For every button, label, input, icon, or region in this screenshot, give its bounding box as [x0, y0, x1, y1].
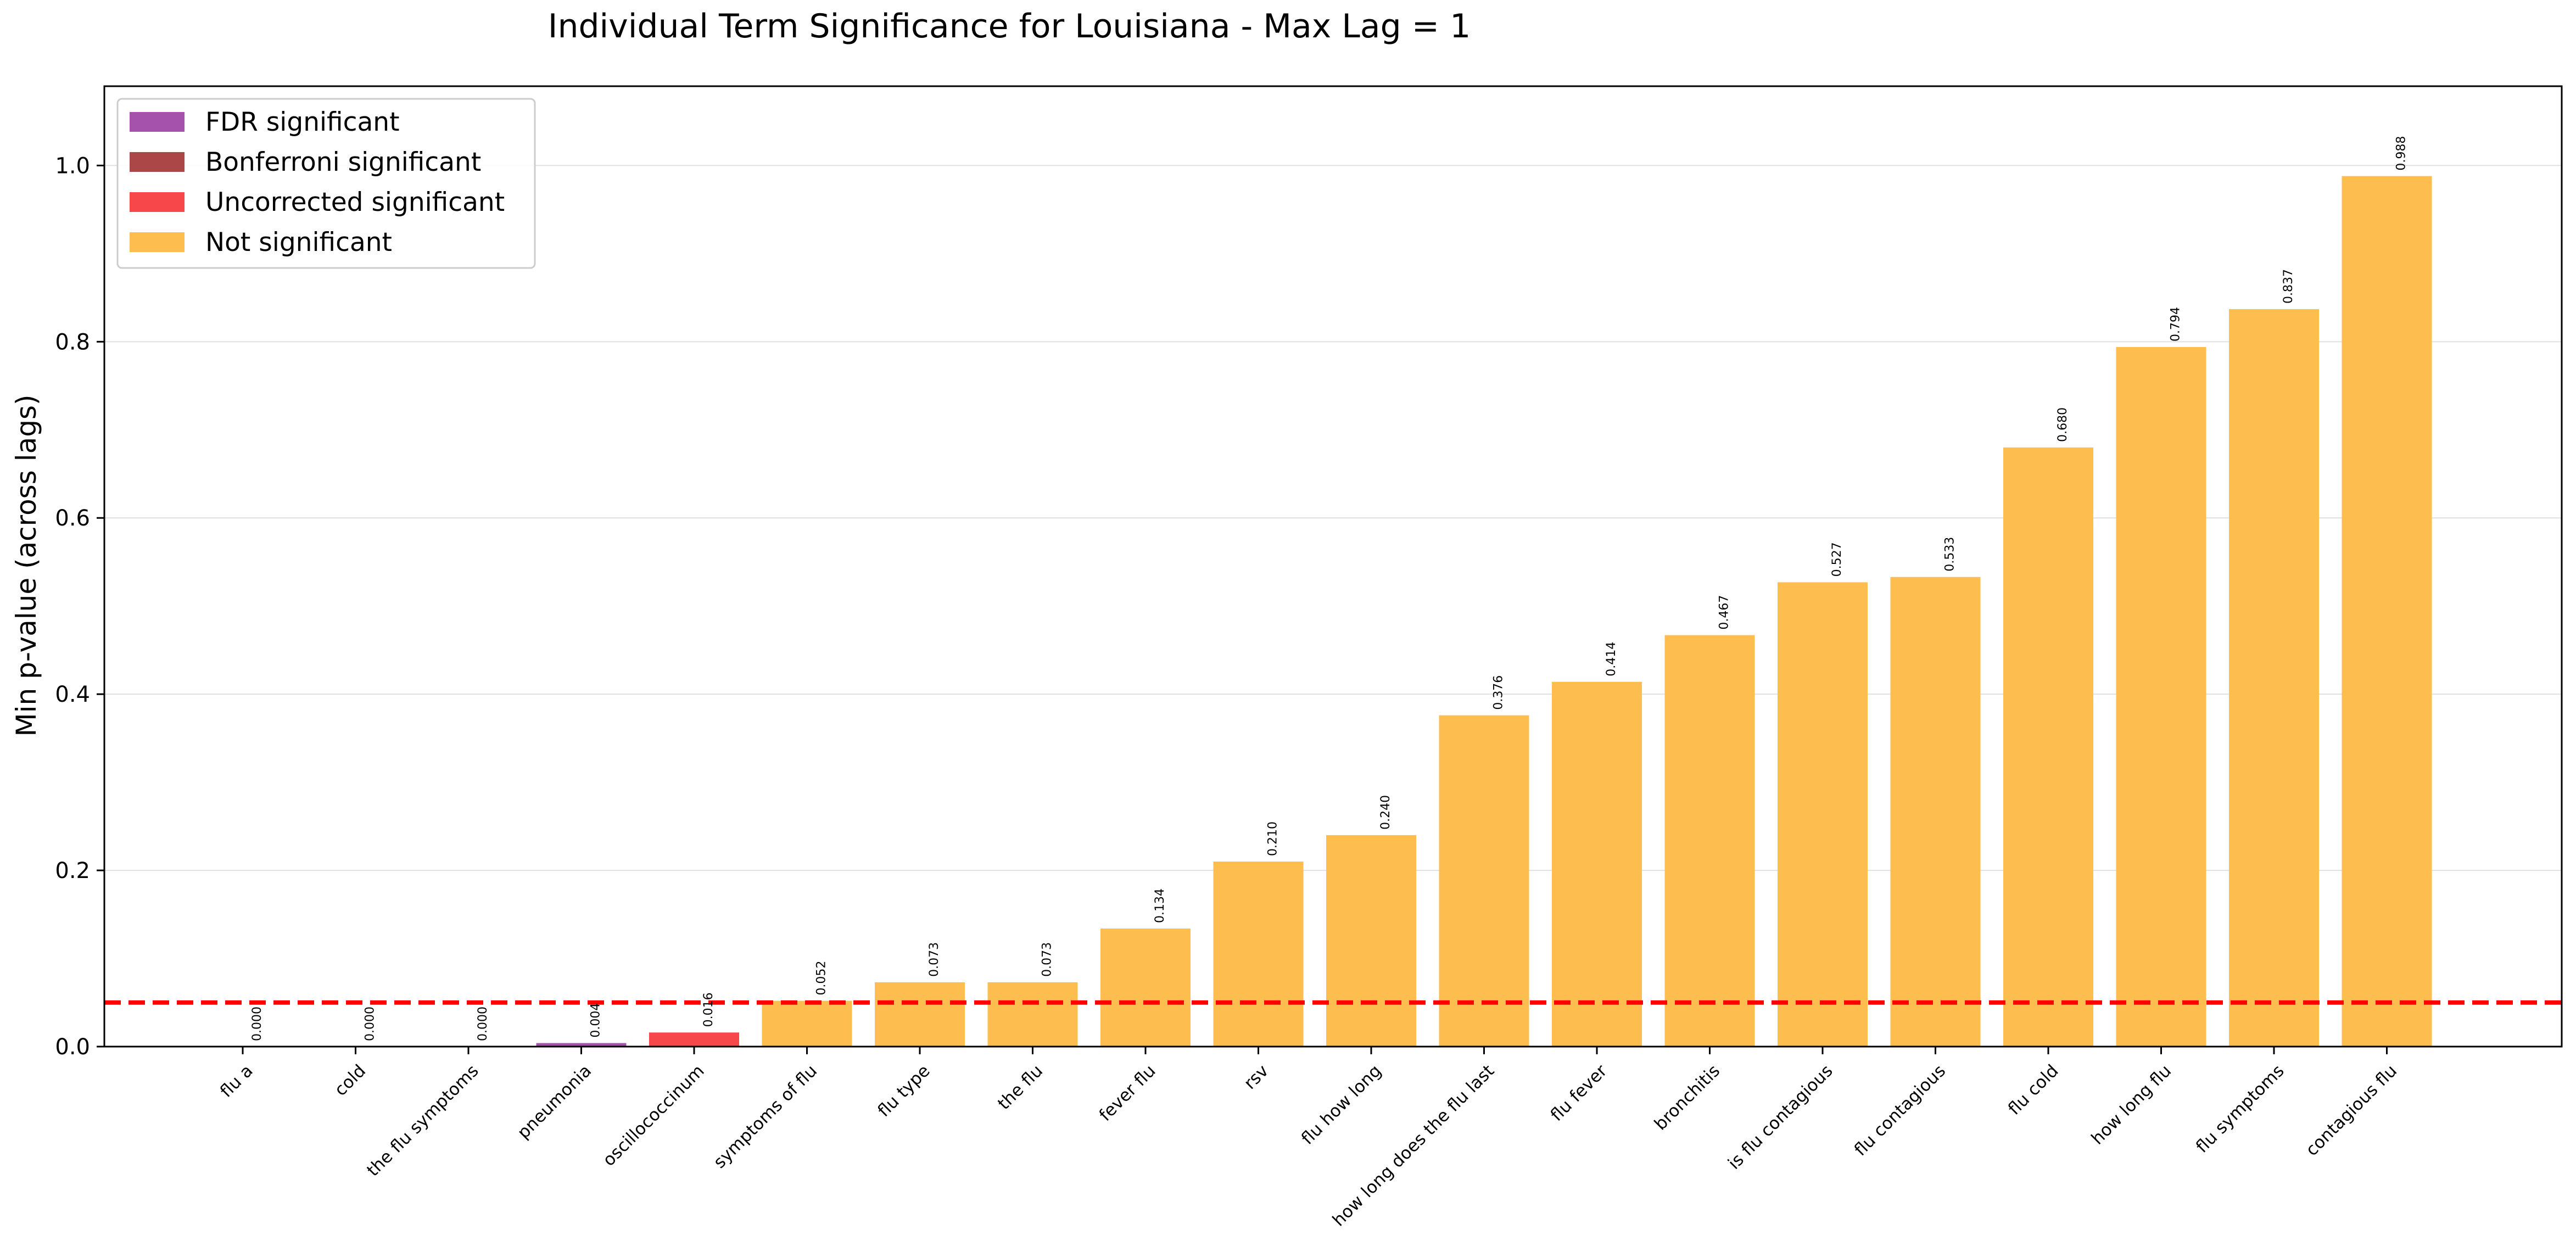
value-label: 0.414 [1605, 642, 1618, 676]
y-axis-ticks: 0.0 0.2 0.4 0.6 0.8 1.0 [55, 153, 104, 1060]
value-label: 0.000 [364, 1007, 377, 1041]
bar [649, 1032, 739, 1047]
plot-frame [103, 85, 2563, 1048]
legend-swatch [130, 192, 185, 212]
y-tick-label: 0.4 [55, 682, 90, 707]
legend: FDR significant Bonferroni significant Unc… [116, 98, 536, 269]
y-tick-label: 0.0 [55, 1035, 90, 1060]
value-label: 0.837 [2282, 269, 2295, 304]
value-label: 0.533 [1943, 537, 1957, 572]
value-label: 0.073 [927, 942, 941, 977]
bar [1326, 835, 1416, 1047]
legend-label: Not significant [205, 227, 392, 258]
bar [2342, 176, 2432, 1047]
legend-label: FDR significant [205, 107, 400, 137]
value-label: 0.680 [2056, 407, 2070, 442]
value-labels: 0.000 0.000 0.000 0.004 0.016 0.052 0.073 0.073… [250, 136, 2409, 1041]
value-label: 0.376 [1492, 675, 1506, 710]
value-label: 0.988 [2395, 136, 2409, 171]
y-axis-label: Min p-value (across lags) [10, 394, 42, 736]
bar [1890, 577, 1981, 1047]
y-tick-label: 0.8 [55, 329, 90, 355]
legend-swatch [130, 112, 185, 132]
value-label: 0.000 [476, 1007, 490, 1041]
value-label: 0.210 [1266, 821, 1280, 856]
bar [1213, 862, 1304, 1047]
bar [1439, 715, 1529, 1047]
chart-title: Individual Term Significance for Louisia… [548, 7, 1471, 46]
bars [536, 176, 2432, 1047]
legend-swatch [130, 232, 185, 252]
value-label: 0.467 [1718, 595, 1731, 630]
bar [987, 982, 1078, 1047]
legend-label: Uncorrected significant [205, 187, 505, 217]
bar [762, 1000, 852, 1047]
bar [875, 982, 965, 1047]
bar [2116, 346, 2206, 1047]
value-label: 0.073 [1041, 942, 1054, 977]
bar [536, 1043, 627, 1047]
value-label: 0.240 [1379, 795, 1393, 830]
y-tick-label: 1.0 [55, 153, 90, 178]
bar [1552, 681, 1642, 1047]
value-label: 0.000 [250, 1007, 264, 1041]
bar [2003, 447, 2093, 1047]
bar [1664, 635, 1755, 1047]
bar [2229, 309, 2319, 1047]
legend-entries: FDR significant Bonferroni significant Unc… [130, 107, 505, 258]
legend-label: Bonferroni significant [205, 147, 481, 177]
legend-swatch [130, 152, 185, 172]
legend-box [116, 98, 536, 269]
value-label: 0.527 [1830, 542, 1844, 577]
value-label: 0.004 [589, 1003, 603, 1038]
value-label: 0.794 [2169, 307, 2183, 342]
bar [1100, 928, 1191, 1047]
value-label: 0.134 [1153, 888, 1167, 923]
value-label: 0.016 [702, 992, 716, 1027]
value-label: 0.052 [815, 961, 829, 996]
y-tick-label: 0.6 [55, 506, 90, 531]
y-tick-label: 0.2 [55, 858, 90, 884]
bar [1778, 582, 1868, 1047]
